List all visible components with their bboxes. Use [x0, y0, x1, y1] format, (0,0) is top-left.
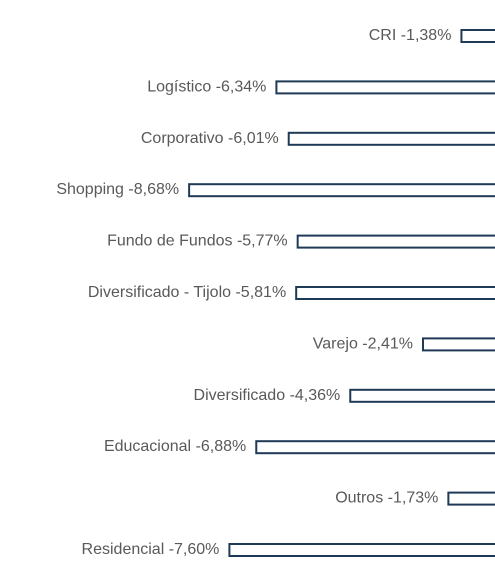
- category-label: Diversificado: [194, 387, 286, 404]
- bar: [255, 440, 495, 455]
- value-label: -6,34%: [216, 79, 267, 96]
- bar-label: Corporativo -6,01%: [141, 130, 279, 147]
- category-label: Logístico: [147, 79, 211, 96]
- bar: [228, 543, 495, 557]
- value-label: -8,68%: [128, 181, 179, 198]
- value-label: -6,88%: [196, 438, 247, 455]
- bar: [188, 183, 495, 198]
- value-label: -6,01%: [228, 130, 279, 147]
- bar-label: CRI -1,38%: [369, 27, 452, 44]
- bar: [447, 491, 495, 506]
- bar-label: Outros -1,73%: [335, 490, 438, 507]
- bar-label: Varejo -2,41%: [313, 336, 413, 353]
- value-label: -5,77%: [237, 233, 288, 250]
- bar-label: Fundo de Fundos -5,77%: [107, 233, 288, 250]
- category-label: Shopping: [56, 181, 124, 198]
- bar: [296, 234, 495, 249]
- bar-label: Residencial -7,60%: [82, 541, 220, 558]
- bar-label: Diversificado -4,36%: [194, 387, 341, 404]
- category-label: Fundo de Fundos: [107, 233, 232, 250]
- bar: [287, 131, 495, 146]
- category-label: Varejo: [313, 336, 358, 353]
- category-label: Corporativo: [141, 130, 224, 147]
- value-label: -7,60%: [169, 541, 220, 558]
- value-label: -4,36%: [290, 387, 341, 404]
- bar: [460, 29, 495, 43]
- value-label: -1,73%: [388, 490, 439, 507]
- bar-label: Diversificado - Tijolo -5,81%: [88, 284, 286, 301]
- bar-label: Shopping -8,68%: [56, 181, 179, 198]
- bar: [295, 286, 495, 300]
- bar-label: Logístico -6,34%: [147, 79, 266, 96]
- category-label: Outros: [335, 490, 383, 507]
- bar-label: Educacional -6,88%: [104, 438, 246, 455]
- value-label: -2,41%: [362, 336, 413, 353]
- bar: [349, 388, 495, 403]
- bar: [422, 337, 495, 352]
- category-label: Diversificado - Tijolo: [88, 284, 231, 301]
- value-label: -5,81%: [235, 284, 286, 301]
- bar: [275, 80, 495, 95]
- category-label: Residencial: [82, 541, 165, 558]
- category-label: Educacional: [104, 438, 191, 455]
- value-label: -1,38%: [401, 27, 452, 44]
- category-label: CRI: [369, 27, 397, 44]
